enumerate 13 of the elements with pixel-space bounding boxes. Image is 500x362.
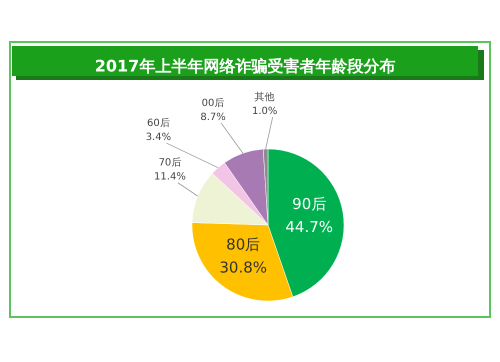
data-label: 3.4% xyxy=(146,132,172,144)
slice-label: 70后 xyxy=(158,156,182,169)
slice-label: 其他 xyxy=(254,91,275,104)
data-label: 30.8% xyxy=(219,258,268,277)
slice-label: 60后 xyxy=(147,117,170,130)
data-label: 11.4% xyxy=(154,172,186,183)
slice-label: 00后 xyxy=(202,96,224,109)
data-label: 1.0% xyxy=(252,106,278,118)
slice-label: 90后 xyxy=(292,195,326,214)
slice-label: 80后 xyxy=(226,236,260,254)
data-label: 44.7% xyxy=(285,218,334,236)
data-label: 8.7% xyxy=(200,112,226,123)
chart-title: 2017年上半年网络诈骗受害者年龄段分布 xyxy=(94,56,396,76)
